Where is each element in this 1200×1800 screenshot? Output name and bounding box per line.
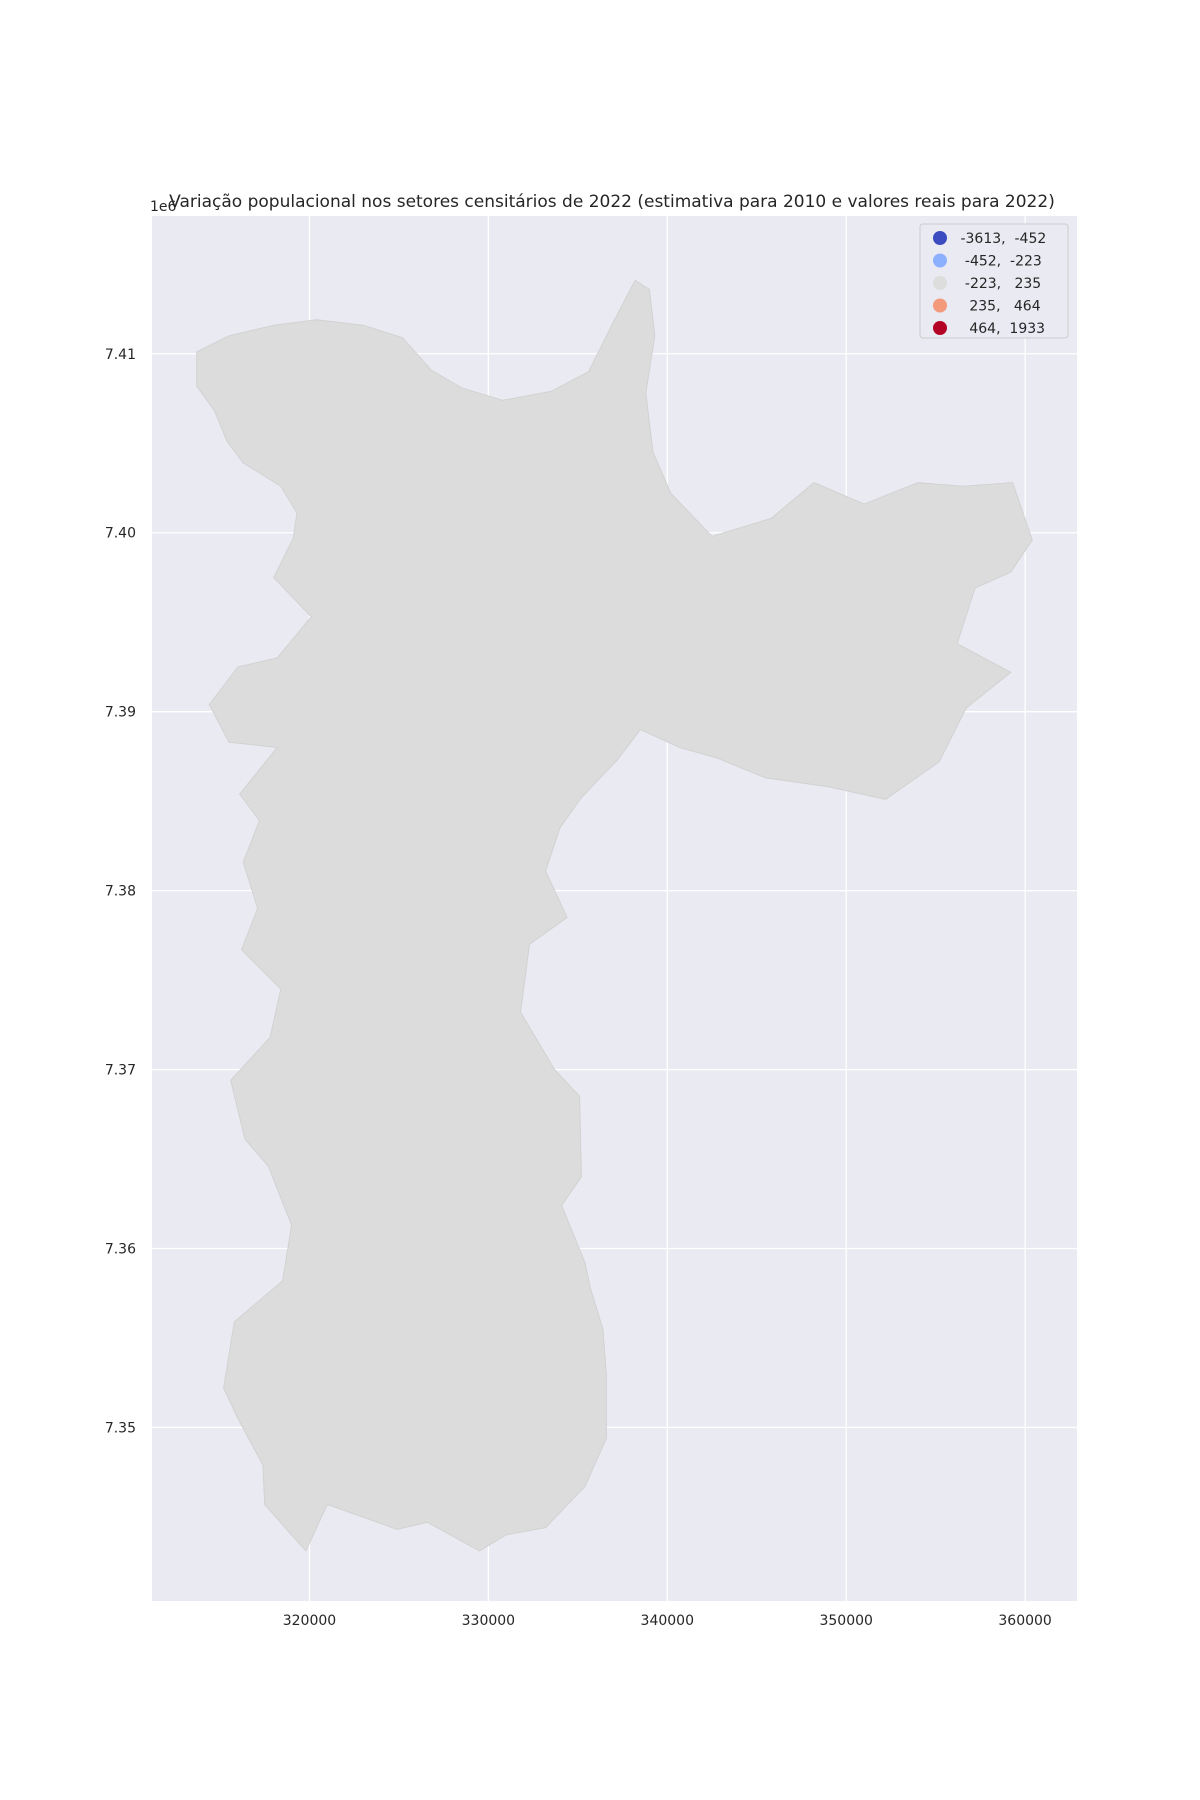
chart-title: Variação populacional nos setores censit… xyxy=(169,192,1055,212)
y-tick-label: 7.37 xyxy=(105,1063,136,1079)
x-axis-ticks: 320000 330000 340000 350000 360000 xyxy=(283,1613,1052,1629)
y-tick-label: 7.36 xyxy=(105,1241,136,1257)
legend-marker xyxy=(933,253,947,268)
y-tick-label: 7.39 xyxy=(105,705,136,721)
legend-label: -3613, -452 xyxy=(956,231,1046,247)
legend: -3613, -452 -452, -223 -223, 235 235, 46… xyxy=(919,223,1069,339)
legend-label: 235, 464 xyxy=(956,299,1041,315)
y-tick-label: 7.41 xyxy=(105,347,136,363)
y-axis-offset-label: 1e6 xyxy=(150,199,177,215)
y-tick-label: 7.38 xyxy=(105,884,136,900)
legend-marker xyxy=(933,231,947,245)
city-outline xyxy=(196,279,1033,1552)
legend-box xyxy=(919,223,1069,339)
city-region xyxy=(196,279,1033,1552)
x-tick-label: 340000 xyxy=(641,1613,694,1629)
x-tick-label: 360000 xyxy=(998,1613,1051,1629)
legend-label: 464, 1933 xyxy=(956,321,1045,337)
y-tick-label: 7.40 xyxy=(105,526,136,542)
legend-marker xyxy=(933,298,947,313)
x-tick-label: 320000 xyxy=(283,1613,336,1629)
y-axis-ticks: 7.35 7.36 7.37 7.38 7.39 7.40 7.41 xyxy=(105,347,136,1437)
legend-label: -452, -223 xyxy=(956,254,1042,270)
x-tick-label: 350000 xyxy=(819,1613,872,1629)
y-tick-label: 7.35 xyxy=(105,1420,136,1436)
x-tick-label: 330000 xyxy=(462,1613,515,1629)
legend-label: -223, 235 xyxy=(956,276,1041,292)
legend-marker xyxy=(933,276,947,290)
legend-marker xyxy=(933,321,947,335)
